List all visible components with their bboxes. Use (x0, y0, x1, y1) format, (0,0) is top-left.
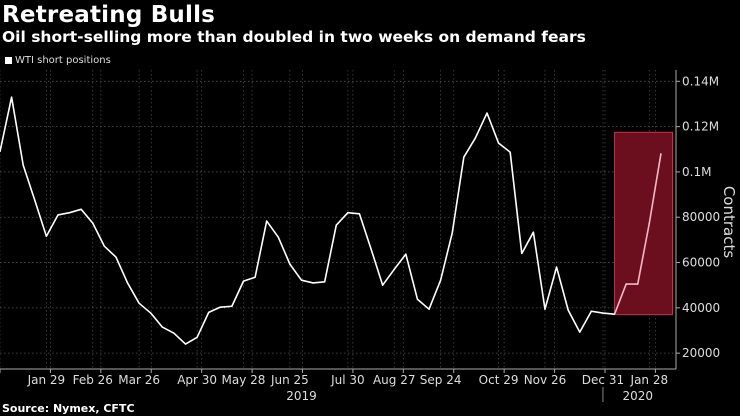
data-point (242, 280, 245, 282)
data-point (254, 276, 256, 278)
data-point (173, 332, 175, 334)
data-point (231, 305, 233, 307)
highlight-layer (614, 131, 674, 316)
highlight-box (614, 131, 674, 316)
axes: 20000 40000 60000 80000 0.1M 0.12M 0.14M Jan 29… (0, 70, 720, 403)
x-tick-label: Oct 29 (479, 373, 519, 387)
data-point (648, 222, 650, 224)
data-point (660, 153, 662, 155)
data-point (567, 309, 569, 311)
data-point (382, 284, 384, 286)
x-tick-label: Jul 30 (330, 373, 365, 387)
data-point (393, 268, 395, 270)
y-tick-label: 0.1M (682, 165, 711, 179)
data-point (370, 248, 372, 250)
data-point (68, 212, 71, 214)
data-point (358, 213, 361, 215)
data-point (103, 245, 105, 247)
y-tick-label: 0.12M (682, 120, 719, 134)
series-layer (0, 96, 662, 345)
data-point (196, 336, 198, 338)
gridlines (0, 70, 676, 369)
x-tick-label: Dec 31 (582, 373, 624, 387)
data-point (416, 298, 419, 300)
x-tick-label: Nov 26 (524, 373, 567, 387)
data-point (300, 279, 303, 281)
x-tick-label: Mar 26 (118, 373, 160, 387)
y-tick-label: 20000 (682, 346, 720, 360)
x-tick-label: May 28 (222, 373, 266, 387)
y-axis-label: Contracts (720, 186, 738, 259)
data-point (22, 164, 24, 166)
data-point (544, 308, 546, 310)
data-point (497, 142, 500, 144)
data-point (277, 236, 279, 238)
x-tick-label: Jun 25 (270, 373, 309, 387)
data-point (625, 283, 627, 285)
chart-subtitle: Oil short-selling more than doubled in t… (2, 28, 586, 46)
data-point (474, 137, 477, 139)
data-point (324, 281, 326, 283)
data-point (451, 232, 453, 234)
data-point (463, 156, 465, 158)
data-point (208, 311, 210, 313)
data-point (10, 96, 13, 98)
legend-label: WTI short positions (15, 55, 111, 66)
data-point (80, 208, 82, 210)
data-point (590, 310, 592, 312)
data-point (150, 312, 152, 314)
data-point (440, 279, 442, 281)
x-tick-label: Feb 26 (73, 373, 113, 387)
y-tick-label: 80000 (682, 210, 720, 224)
data-point (335, 224, 337, 226)
y-tick-label: 40000 (682, 301, 720, 315)
y-tick-label: 60000 (682, 256, 720, 270)
x-tick-label: Sep 24 (420, 373, 462, 387)
data-point (637, 283, 639, 285)
data-point (579, 331, 581, 333)
series-line-wti-short-positions (0, 96, 615, 345)
year-label: 2020 (622, 389, 653, 403)
data-point (266, 220, 268, 222)
chart-title: Retreating Bulls (2, 2, 216, 28)
data-point (138, 302, 140, 304)
data-point (184, 343, 187, 345)
x-tick-label: Jan 28 (630, 373, 669, 387)
source-note: Source: Nymex, CFTC (2, 402, 135, 415)
data-point (289, 263, 291, 265)
data-point (34, 199, 36, 201)
data-point (405, 253, 407, 255)
data-point (45, 235, 47, 237)
data-point (126, 282, 129, 284)
data-point (57, 214, 59, 216)
x-tick-label: Aug 27 (373, 373, 416, 387)
year-label: 2019 (286, 389, 317, 403)
data-point (613, 313, 616, 315)
y-tick-label: 0.14M (682, 74, 719, 88)
x-tick-label: Jan 29 (27, 373, 66, 387)
legend: WTI short positions (5, 55, 111, 66)
data-point (532, 231, 534, 233)
data-point (115, 256, 117, 258)
x-tick-label: Apr 30 (177, 373, 217, 387)
data-point (92, 222, 94, 224)
data-point (486, 112, 488, 114)
data-point (555, 266, 558, 268)
data-point (602, 312, 604, 314)
data-point (219, 306, 221, 308)
legend-swatch (5, 57, 12, 64)
data-point (312, 282, 314, 284)
data-point (161, 326, 163, 328)
data-point (428, 308, 430, 310)
data-point (509, 151, 511, 153)
data-point (521, 252, 523, 255)
data-point (347, 212, 349, 214)
data-point (0, 150, 1, 153)
